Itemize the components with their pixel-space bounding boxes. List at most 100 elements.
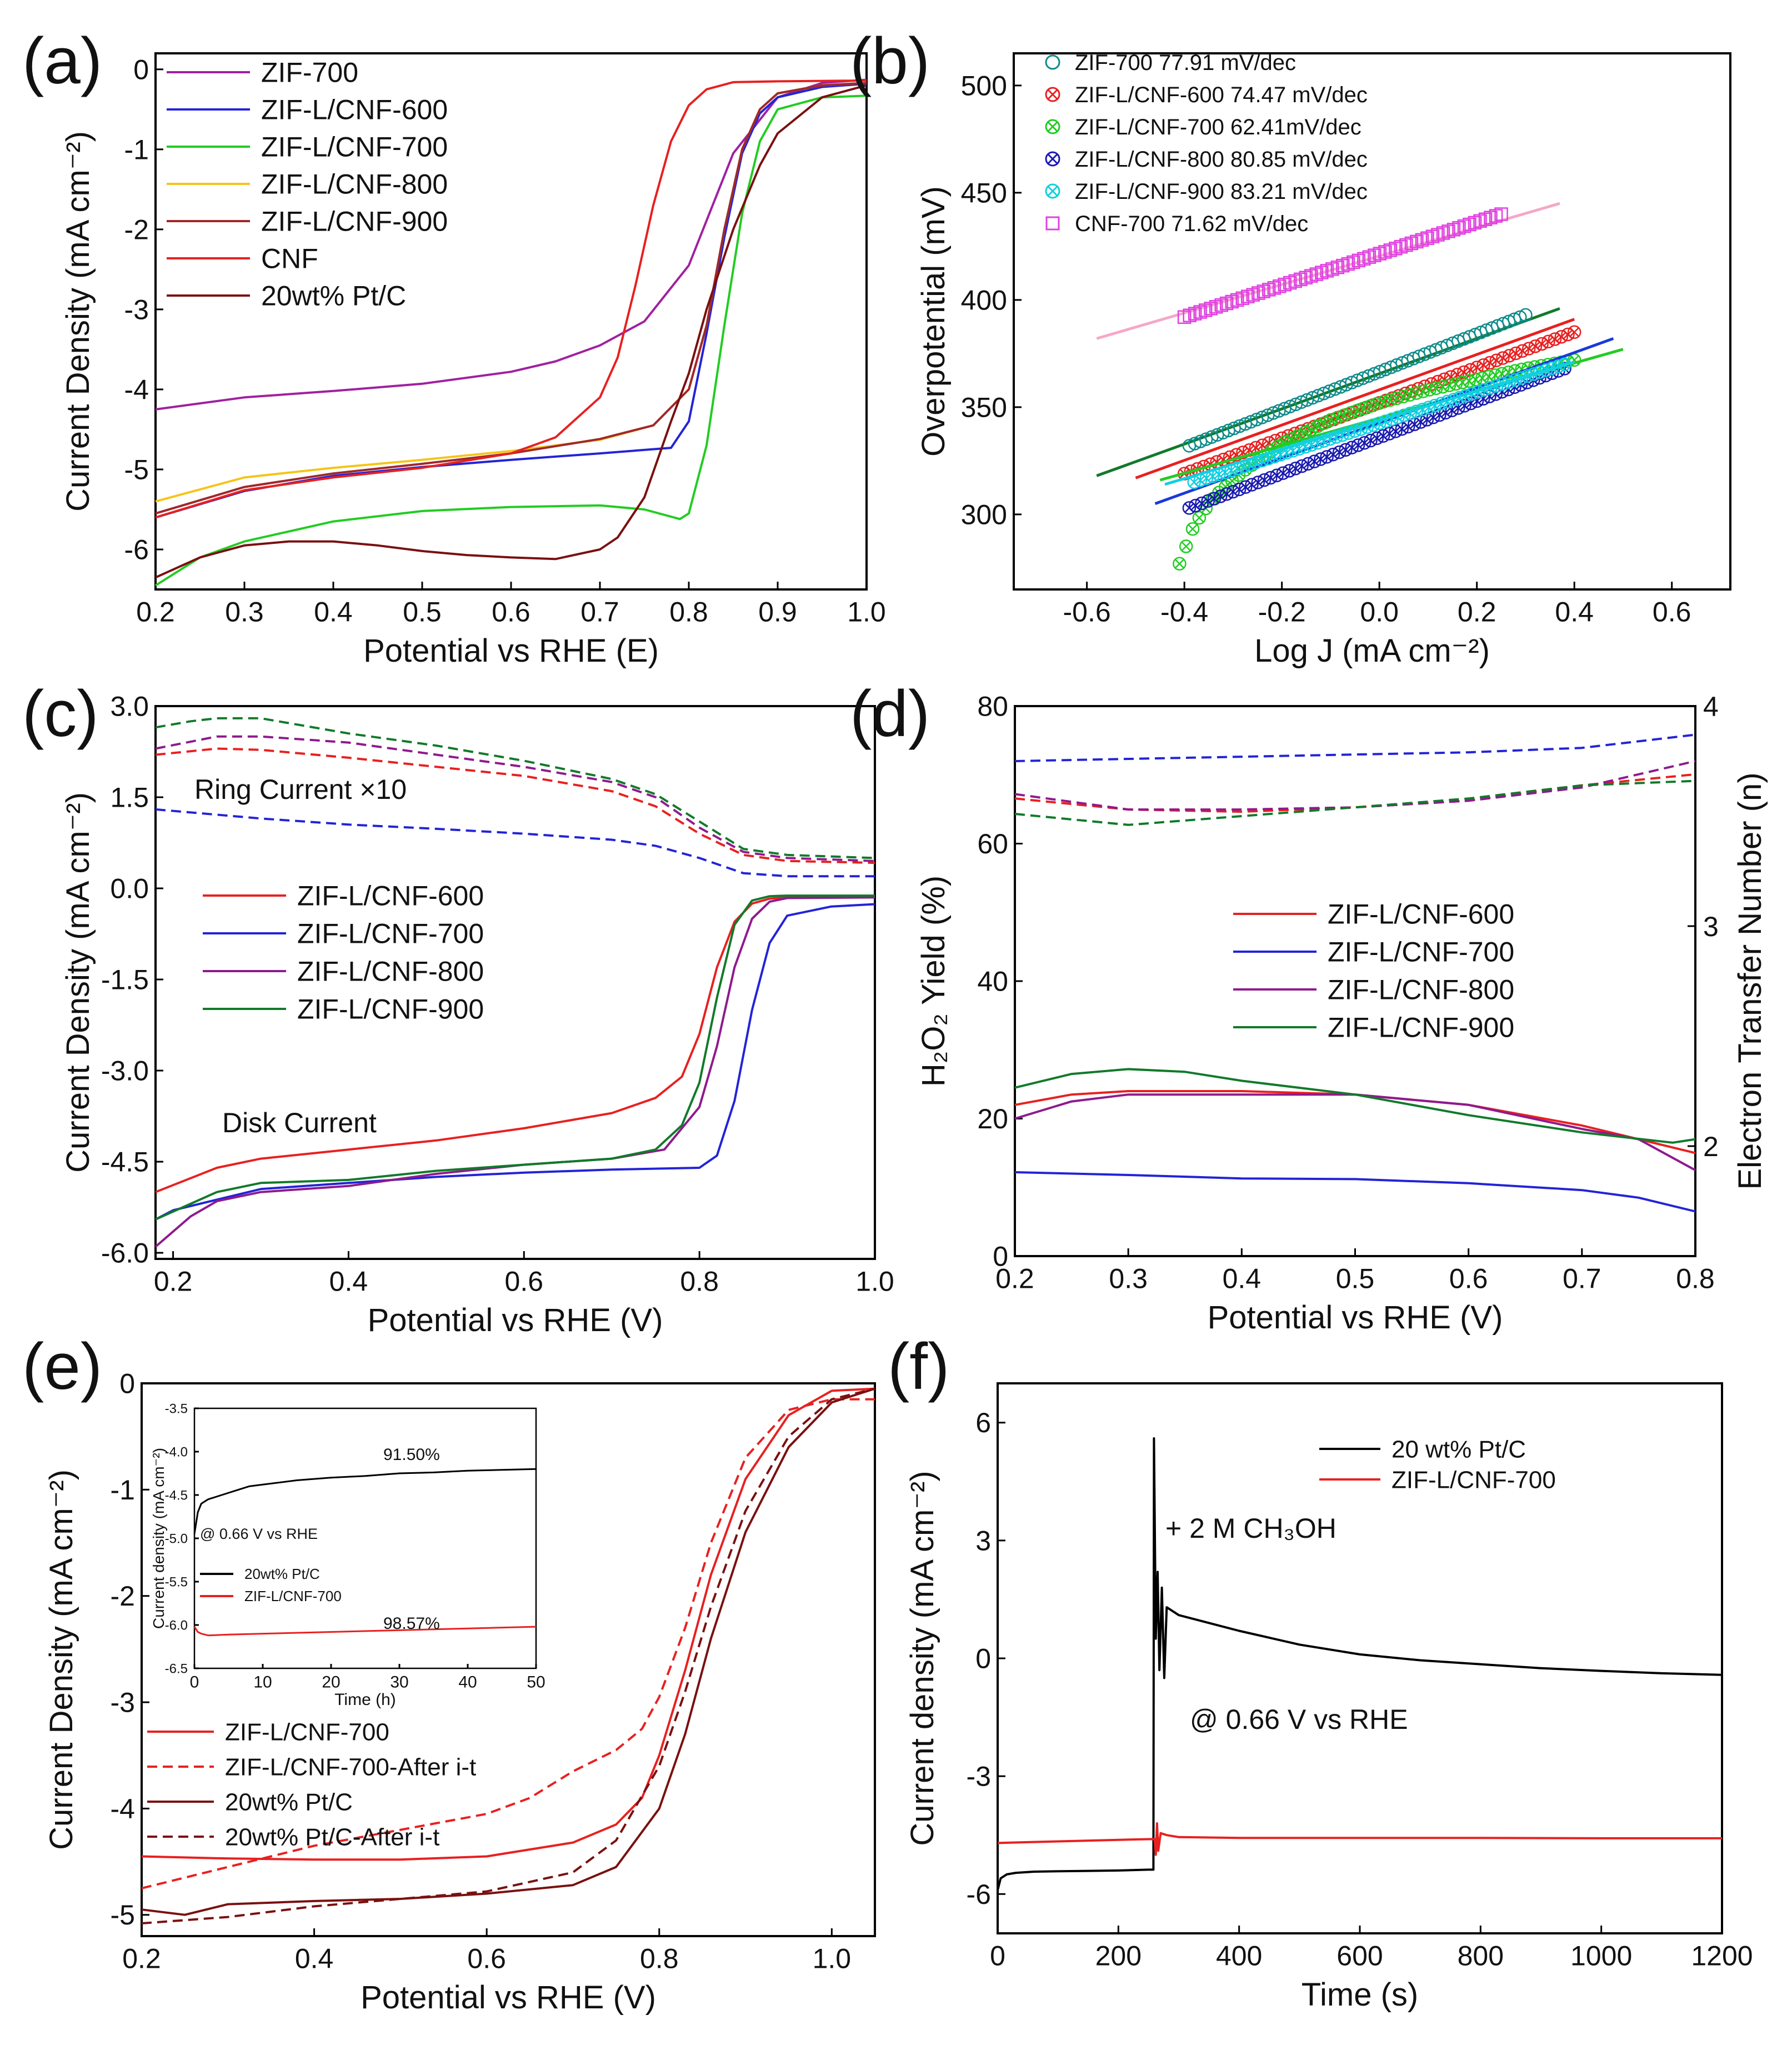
y-right-tick-label: 4: [1703, 691, 1719, 722]
data-point: [1236, 446, 1250, 459]
x-tick-label: 0.7: [580, 597, 619, 628]
data-point: [1212, 467, 1226, 482]
data-point: [1339, 443, 1353, 457]
y-tick-label: 1.5: [110, 782, 149, 813]
data-point: [1341, 257, 1355, 271]
data-point: [1502, 375, 1516, 389]
data-point: [1218, 466, 1232, 479]
data-point: [1370, 397, 1384, 411]
data-point: [1363, 399, 1378, 413]
plot-frame: [141, 1382, 876, 1937]
data-point: [1251, 286, 1265, 300]
panel-a: 0.2 0.3 0.4 0.5 0.6 0.7 0.8 0.9 1.0 0 -1 -2 -3 -4 -5 -6…: [22, 24, 886, 669]
data-point: [1446, 223, 1461, 237]
y-axis-label: H₂O₂ Yield (%): [915, 876, 952, 1087]
data-point: [1489, 353, 1504, 368]
data-point: [1323, 432, 1337, 446]
data-point: [1313, 421, 1323, 432]
x-tick-label: 0.2: [136, 597, 175, 628]
y-tick-label: -6.0: [165, 1618, 188, 1633]
legend-label: ZIF-L/CNF-700 62.41mV/dec: [1075, 115, 1361, 139]
data-point: [1293, 431, 1303, 441]
data-point: [1173, 557, 1187, 571]
legend-label: 20wt% Pt/C-After i-t: [225, 1823, 439, 1851]
retention-label: 91.50%: [383, 1446, 440, 1464]
data-point: [1569, 327, 1580, 337]
legend-label: ZIF-L/CNF-700-After i-t: [225, 1753, 476, 1781]
y-tick-label: 350: [961, 392, 1007, 423]
data-point: [1224, 463, 1238, 478]
y-tick-label: 20: [977, 1103, 1008, 1134]
data-point: [1404, 236, 1419, 251]
data-point: [1385, 412, 1399, 427]
legend-label: ZIF-L/CNF-700: [244, 1588, 342, 1604]
legend-label: CNF-700 71.62 mV/dec: [1075, 212, 1308, 236]
data-point: [1463, 217, 1476, 232]
data-point: [1188, 307, 1202, 321]
data-point: [1262, 283, 1276, 297]
data-point: [1267, 281, 1282, 295]
data-point: [1307, 454, 1322, 468]
plot-frame: [997, 1382, 1723, 1934]
data-point: [1232, 482, 1247, 497]
panel-label: (b): [850, 24, 930, 98]
x-tick-label: 0.3: [1109, 1263, 1148, 1294]
data-point: [1198, 303, 1213, 317]
yield-line: [1014, 1093, 1696, 1172]
x-tick-label: 0.8: [680, 1266, 719, 1297]
inset-chart: 0 10 20 30 40 50 -3.5 -4.0 -4.5 -5.0 -5.5 -6.0 -6.5 T…: [150, 1401, 545, 1709]
data-point: [1379, 414, 1393, 428]
y-tick-label: 300: [961, 499, 1007, 530]
data-point: [1440, 394, 1454, 409]
annotation: @ 0.66 V vs RHE: [1190, 1704, 1408, 1735]
data-point: [1483, 381, 1498, 395]
x-tick-label: 0.2: [1458, 597, 1496, 628]
x-tick-label: 0.9: [758, 597, 797, 628]
inset-x-axis-label: Time (h): [334, 1691, 396, 1709]
data-point: [1257, 473, 1272, 487]
data-point: [1415, 402, 1430, 417]
legend-label: ZIF-L/CNF-600: [297, 881, 484, 912]
data-point: [1240, 289, 1255, 303]
data-point: [1286, 434, 1297, 444]
x-tick-label: 0: [190, 1673, 199, 1692]
x-tick-label: 0.2: [122, 1943, 161, 1974]
series-line: [155, 82, 867, 515]
data-point: [1230, 293, 1244, 307]
data-point: [1304, 269, 1318, 283]
x-tick-label: 0.5: [403, 597, 442, 628]
data-point: [1383, 243, 1398, 257]
data-point: [1360, 420, 1374, 434]
data-point: [1243, 457, 1257, 472]
y-tick-label: 6: [975, 1407, 991, 1438]
x-tick-label: 400: [1216, 1941, 1262, 1972]
y-tick-label: 60: [977, 828, 1008, 859]
x-tick-label: 0.8: [640, 1943, 679, 1974]
data-point: [1309, 267, 1324, 281]
panel-label: (d): [850, 677, 930, 751]
legend-label: ZIF-L/CNF-900 83.21 mV/dec: [1075, 179, 1368, 204]
data-point: [1261, 452, 1275, 466]
data-point: [1528, 339, 1543, 353]
data-point: [1420, 231, 1434, 245]
data-point: [1391, 410, 1405, 424]
data-point: [1403, 388, 1417, 402]
data-point: [1389, 424, 1403, 438]
data-point: [1434, 397, 1448, 411]
yield-line: [1014, 1068, 1696, 1144]
legend-label: ZIF-L/CNF-800: [297, 956, 484, 987]
ring-current-line: [155, 717, 875, 859]
disk-current-line: [155, 903, 875, 1221]
legend-label: ZIF-L/CNF-600: [261, 94, 448, 126]
data-point: [1513, 310, 1527, 324]
data-point: [1483, 356, 1497, 370]
data-point: [1515, 344, 1529, 358]
data-point: [1276, 466, 1290, 480]
data-point: [1182, 501, 1197, 515]
data-point: [1473, 214, 1487, 228]
x-tick-label: 600: [1337, 1941, 1383, 1972]
y-tick-label: 40: [977, 966, 1008, 997]
data-point: [1230, 461, 1244, 476]
y-tick-label: -6: [124, 534, 149, 565]
series-line: [141, 1387, 875, 1924]
